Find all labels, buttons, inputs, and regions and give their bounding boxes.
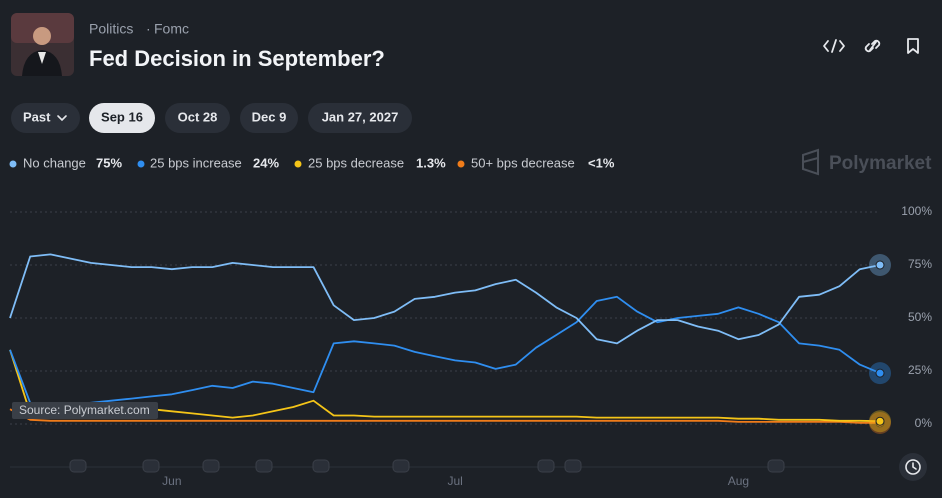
tab[interactable]: Dec 9 [240, 103, 298, 133]
embed-button[interactable] [823, 39, 845, 53]
series-line [9, 295, 881, 408]
brand-name: Polymarket [829, 153, 932, 174]
market-image [11, 13, 74, 76]
tab-background [89, 103, 155, 133]
series-line [9, 408, 880, 424]
tab-background [308, 103, 412, 133]
y-tick-label: 0% [915, 416, 933, 430]
tab-background [11, 103, 80, 133]
end-point [875, 368, 885, 378]
legend-marker [9, 160, 17, 168]
market-title: Fed Decision in September? [89, 46, 385, 71]
end-point [875, 260, 885, 270]
link-button[interactable] [864, 39, 881, 53]
series-line [9, 253, 881, 345]
tab-label: Past [23, 109, 51, 124]
tab[interactable]: Jan 27, 2027 [308, 103, 412, 133]
breadcrumb-subcategory[interactable]: Fomc [154, 21, 189, 37]
y-tick-label: 100% [901, 204, 932, 218]
breadcrumb-category[interactable]: Politics [89, 21, 133, 37]
event-markers [69, 459, 785, 473]
breadcrumb-separator: · [146, 21, 151, 37]
legend-marker [137, 160, 145, 168]
tab-background [165, 103, 230, 133]
tab[interactable]: Sep 16 [89, 103, 155, 133]
legend-marker [457, 160, 465, 168]
tabs: Past Sep 16 Oct 28 Dec 9 Jan 27, 2027 [11, 103, 412, 133]
legend-label: 50+ bps decrease [471, 155, 575, 170]
source-text: Source: Polymarket.com [19, 403, 150, 417]
tab[interactable]: Past [11, 103, 80, 133]
source-badge: Source: Polymarket.com [12, 402, 158, 419]
tab-label: Sep 16 [101, 109, 143, 124]
y-tick-label: 25% [908, 363, 932, 377]
legend-label: 25 bps increase [150, 155, 242, 170]
tab-label: Oct 28 [178, 109, 218, 124]
x-tick-label: Jul [447, 474, 462, 488]
legend-label: 25 bps decrease [308, 155, 404, 170]
end-point [875, 416, 885, 426]
legend-value: 1.3% [416, 155, 446, 170]
x-tick-label: Jun [162, 474, 181, 488]
legend-marker [294, 160, 302, 168]
dropdown-chevron [57, 115, 67, 122]
legend: No change 75% 25 bps increase 24% 25 bps dec… [9, 155, 615, 170]
bookmark-button[interactable] [907, 38, 919, 54]
legend-value: 24% [253, 155, 279, 170]
brand-logo: Polymarket [802, 148, 932, 176]
time-range-button[interactable] [899, 453, 927, 481]
x-tick-label: Aug [728, 474, 749, 488]
y-tick-label: 50% [908, 310, 932, 324]
tab-label: Jan 27, 2027 [322, 109, 399, 124]
tab-background [240, 103, 298, 133]
chart: 0% 25% 50% 75% 100% Jun Jul Aug [9, 204, 933, 488]
tab[interactable]: Oct 28 [165, 103, 230, 133]
tab-label: Dec 9 [252, 109, 287, 124]
legend-value: 75% [96, 155, 122, 170]
legend-label: No change [23, 155, 86, 170]
legend-value: <1% [588, 155, 615, 170]
y-tick-label: 75% [908, 257, 932, 271]
